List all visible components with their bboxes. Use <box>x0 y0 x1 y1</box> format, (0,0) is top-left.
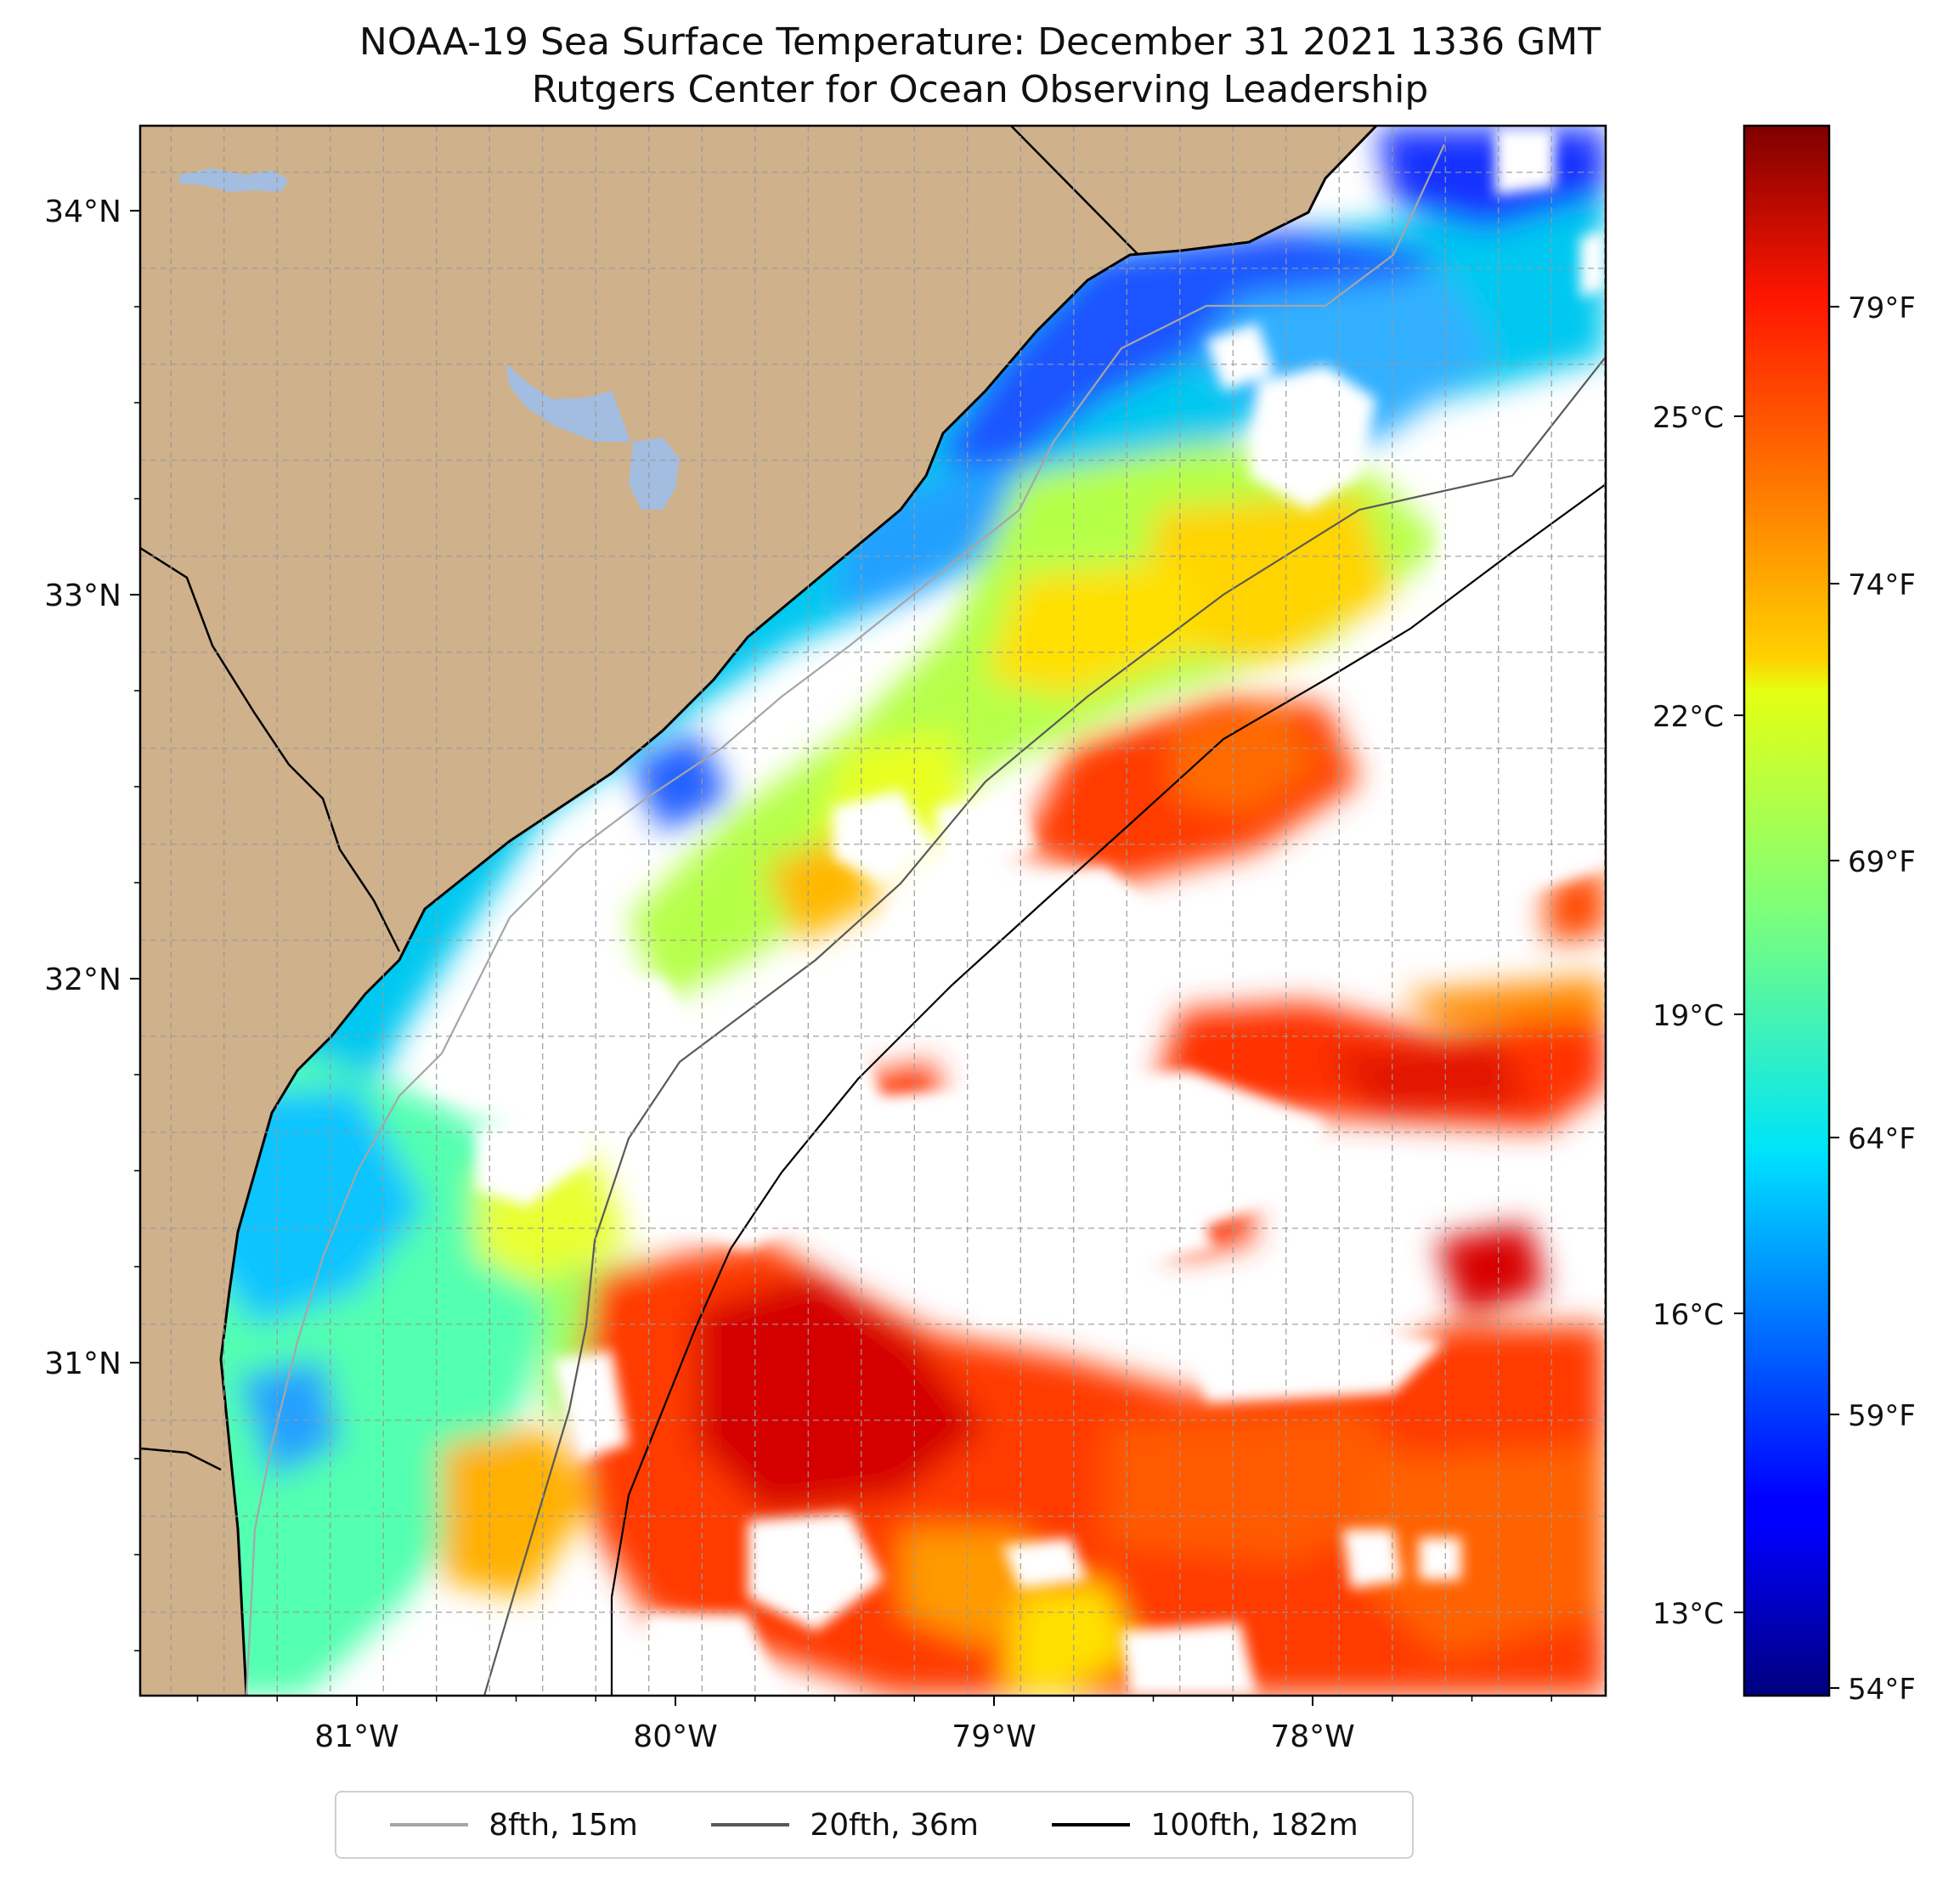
colorbar-fahrenheit-label: 64°F <box>1848 1122 1916 1156</box>
legend-item: 8fth, 15m <box>390 1808 638 1843</box>
lake <box>178 168 289 192</box>
legend-item: 20fth, 36m <box>711 1808 979 1843</box>
isobath-8fth <box>245 144 1445 1696</box>
lake <box>506 364 630 442</box>
isobath-100fth <box>610 483 1606 1696</box>
colorbar-fahrenheit-label: 54°F <box>1848 1673 1916 1707</box>
axis-ticks: 34°N 33°N 32°N 31°N 81°W 80°W 79°W 78°W <box>44 195 1552 1754</box>
lat-tick-label: 31°N <box>44 1346 121 1381</box>
colorbar-fahrenheit-label: 69°F <box>1848 845 1916 879</box>
no-data-clouds <box>425 127 1606 1696</box>
lon-tick-label: 78°W <box>1270 1719 1354 1754</box>
lat-tick-label: 32°N <box>44 963 121 997</box>
colorbar-fahrenheit-label: 74°F <box>1848 568 1916 602</box>
legend-label: 20fth, 36m <box>810 1807 979 1843</box>
legend-item: 100fth, 182m <box>1052 1808 1358 1843</box>
colorbar-celsius-label: 13°C <box>1652 1597 1724 1631</box>
map-frame <box>138 124 1607 1697</box>
isobath-20fth <box>483 356 1606 1696</box>
colorbar-fahrenheit-label: 59°F <box>1848 1399 1916 1433</box>
colorbar-celsius-label: 16°C <box>1652 1298 1724 1332</box>
colorbar-ticks: 25°C 22°C 19°C 16°C 13°C 79°F 74°F 69°F 64°F 59°F… <box>1652 291 1916 1707</box>
state-border <box>140 1447 222 1471</box>
lat-tick-label: 33°N <box>44 579 121 613</box>
colorbar-celsius-label: 25°C <box>1652 401 1724 435</box>
lon-tick-label: 79°W <box>952 1719 1036 1754</box>
legend-line-swatch <box>1052 1823 1131 1826</box>
lon-tick-label: 80°W <box>633 1719 717 1754</box>
isobath-legend: 8fth, 15m 20fth, 36m 100fth, 182m <box>335 1791 1414 1859</box>
legend-line-swatch <box>390 1823 469 1826</box>
colorbar-ramp <box>1743 124 1831 1697</box>
state-border <box>140 546 401 952</box>
figure-title: NOAA-19 Sea Surface Temperature: Decembe… <box>0 19 1960 114</box>
title-line-2: Rutgers Center for Ocean Observing Leade… <box>531 68 1429 111</box>
lon-tick-label: 81°W <box>314 1719 398 1754</box>
colorbar-celsius-label: 19°C <box>1652 999 1724 1033</box>
legend-label: 100fth, 182m <box>1150 1807 1358 1843</box>
colorbar: 25°C 22°C 19°C 16°C 13°C 79°F 74°F 69°F 64°F 59°F… <box>1652 124 1916 1707</box>
lake <box>629 438 680 510</box>
title-line-1: NOAA-19 Sea Surface Temperature: Decembe… <box>359 20 1601 64</box>
legend-label: 8fth, 15m <box>489 1807 638 1843</box>
land <box>140 126 1376 1696</box>
colorbar-fahrenheit-label: 79°F <box>1848 291 1916 325</box>
legend-line-swatch <box>711 1823 790 1826</box>
map-area <box>140 126 1606 1696</box>
graticule <box>140 126 1606 1696</box>
colorbar-celsius-label: 22°C <box>1652 700 1724 734</box>
state-border <box>1010 126 1139 256</box>
lat-tick-label: 34°N <box>44 195 121 229</box>
